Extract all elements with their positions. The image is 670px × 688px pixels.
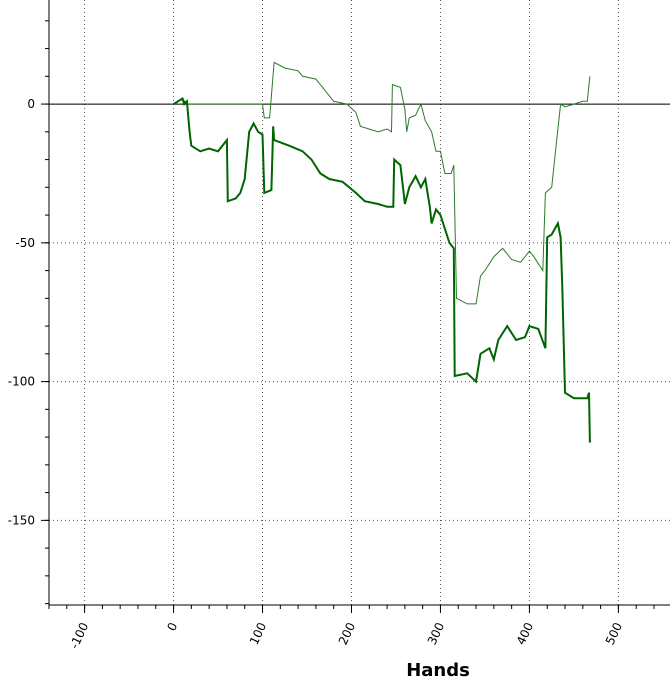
y-tick-label: -100 [8, 375, 35, 389]
y-tick-label: 0 [27, 97, 35, 111]
x-tick-label: 400 [514, 620, 536, 647]
x-axis-label: Hands [406, 660, 470, 681]
x-tick-label: 100 [247, 620, 269, 647]
series-line [173, 61, 591, 305]
x-tick-label: 300 [425, 620, 447, 647]
x-tick-label: 0 [164, 620, 180, 633]
x-tick-label: -100 [67, 620, 91, 651]
y-tick-label: -150 [8, 513, 35, 527]
y-tick-label: -50 [15, 236, 35, 250]
series-line [173, 96, 591, 443]
x-tick-label: 200 [336, 620, 358, 647]
x-tick-label: 500 [603, 620, 625, 647]
